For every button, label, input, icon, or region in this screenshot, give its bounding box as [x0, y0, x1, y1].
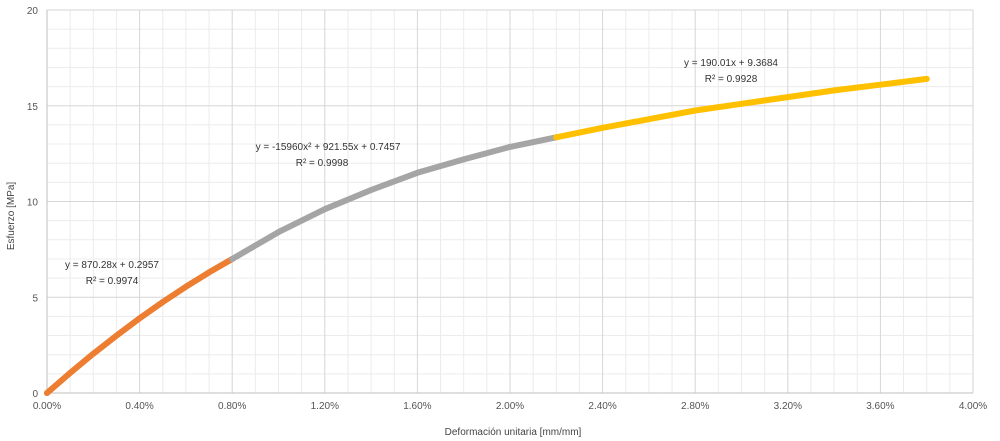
y-axis-title: Esfuerzo [MPa] [6, 182, 17, 251]
tick-labels: 0.00% 0.40% 0.80% 1.20% 1.60% 2.00% 2.40% 2.80%… [27, 6, 987, 412]
x-tick-label: 2.80% [681, 401, 709, 412]
data-point [784, 94, 791, 101]
x-tick-label: 0.40% [125, 401, 153, 412]
x-tick-label: 2.00% [496, 401, 524, 412]
data-point [692, 107, 699, 114]
y-tick-label: 15 [27, 102, 39, 113]
equation-label: y = 190.01x + 9.3684 [684, 58, 778, 69]
data-point [206, 269, 212, 276]
x-tick-label: 3.20% [774, 401, 802, 412]
y-tick-label: 20 [27, 6, 39, 17]
data-series-3 [553, 75, 930, 141]
data-point [414, 169, 421, 176]
data-point [368, 187, 375, 193]
data-point [136, 315, 143, 322]
x-tick-label: 1.20% [311, 401, 339, 412]
data-point [44, 390, 50, 396]
data-point [645, 116, 652, 123]
equation-label: y = -15960x² + 921.55x + 0.7457 [256, 142, 401, 153]
x-tick-label: 3.60% [866, 401, 894, 412]
data-point [831, 87, 838, 94]
x-axis-title: Deformación unitaria [mm/mm] [445, 427, 582, 438]
data-point [182, 283, 189, 290]
equation-label: y = 870.28x + 0.2957 [65, 260, 159, 271]
data-point [275, 229, 282, 236]
r-squared-label: R² = 0.9928 [705, 74, 758, 85]
y-tick-label: 10 [27, 198, 39, 209]
data-point [738, 100, 745, 107]
data-point [90, 350, 97, 357]
data-point [553, 134, 560, 141]
y-tick-label: 5 [32, 293, 38, 304]
data-point [460, 156, 467, 163]
x-tick-label: 0.00% [33, 401, 61, 412]
data-point [159, 299, 166, 305]
data-point [67, 369, 74, 376]
data-point [229, 256, 236, 262]
y-tick-label: 0 [32, 389, 38, 400]
data-series [44, 75, 930, 396]
r-squared-label: R² = 0.9974 [86, 276, 139, 287]
x-tick-label: 0.80% [218, 401, 246, 412]
x-tick-label: 4.00% [959, 401, 987, 412]
x-tick-label: 2.40% [588, 401, 616, 412]
x-tick-label: 1.60% [403, 401, 431, 412]
data-point [113, 332, 120, 339]
axes [46, 10, 973, 394]
trendline-annotation-poly: y = -15960x² + 921.55x + 0.7457 R² = 0.9… [256, 142, 401, 169]
r-squared-label: R² = 0.9998 [296, 158, 349, 169]
trendline-annotation-linear-1: y = 870.28x + 0.2957 R² = 0.9974 [65, 260, 159, 287]
series-line [229, 134, 560, 262]
data-point [599, 124, 606, 131]
data-point [321, 206, 328, 213]
data-point [923, 75, 930, 82]
trendline-annotation-linear-2: y = 190.01x + 9.3684 R² = 0.9928 [684, 58, 778, 85]
data-point [877, 81, 884, 88]
data-point [507, 143, 513, 150]
